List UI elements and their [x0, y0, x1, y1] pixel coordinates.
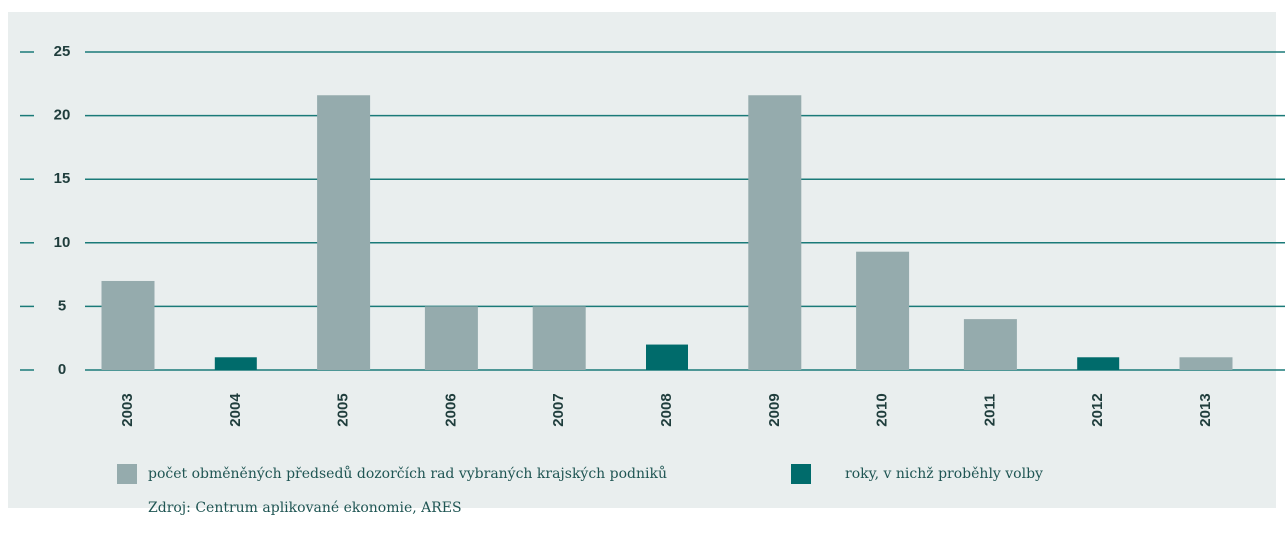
y-tick-label: 20 [54, 107, 71, 124]
bar [646, 344, 688, 370]
y-tick-label: 10 [54, 234, 71, 251]
x-tick-label: 2004 [227, 393, 244, 427]
x-tick-label: 2007 [550, 393, 567, 426]
bar [963, 319, 1017, 370]
bar [532, 306, 586, 370]
bar [856, 251, 910, 370]
bar [1077, 357, 1120, 370]
bar [214, 357, 257, 370]
background [8, 12, 1276, 508]
y-tick-label: 25 [54, 43, 71, 60]
y-tick-label: 5 [58, 297, 66, 314]
x-tick-label: 2005 [335, 393, 352, 426]
x-tick-label: 2009 [766, 393, 783, 426]
legend-label: počet obměněných předsedů dozorčích rad … [148, 465, 667, 482]
bar [748, 95, 802, 371]
x-tick-label: 2011 [981, 394, 998, 427]
bar [317, 95, 371, 371]
x-tick-label: 2010 [874, 393, 891, 426]
legend-swatch [791, 464, 811, 484]
legend-swatch [117, 464, 137, 484]
x-tick-label: 2008 [658, 393, 675, 426]
bar [1179, 357, 1233, 370]
y-tick-label: 15 [54, 170, 71, 187]
x-tick-label: 2006 [442, 393, 459, 426]
bar [424, 306, 478, 370]
x-tick-label: 2013 [1197, 393, 1214, 426]
legend-label: roky, v nichž proběhly volby [845, 466, 1043, 482]
bar [101, 280, 155, 370]
source: Zdroj: Centrum aplikované ekonomie, ARES [148, 500, 462, 516]
y-tick-label: 0 [58, 361, 66, 378]
x-tick-label: 2012 [1089, 393, 1106, 426]
x-tick-label: 2003 [119, 393, 136, 426]
